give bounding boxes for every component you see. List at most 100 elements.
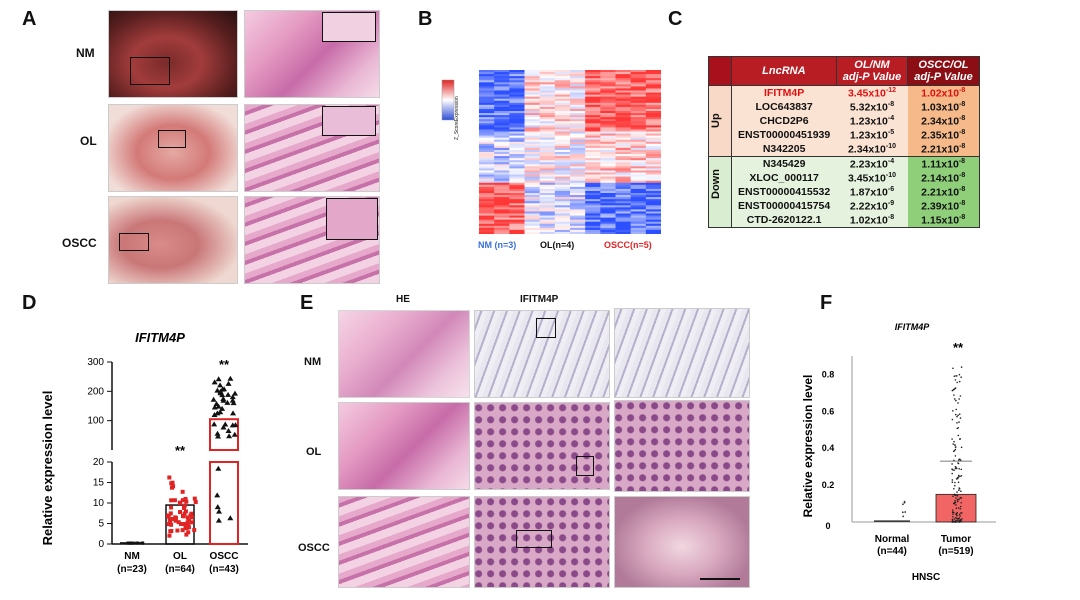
heatmap-cell bbox=[630, 94, 647, 97]
ol-nm-pvalue: 3.45x10-10 bbox=[836, 171, 908, 185]
heatmap-cell bbox=[600, 86, 616, 89]
ol-nm-pvalue: 1.23x10-5 bbox=[836, 128, 908, 142]
chart-d-point-ol bbox=[168, 511, 173, 516]
heatmap-cell bbox=[615, 193, 631, 196]
e-oscc-he-image bbox=[338, 496, 470, 588]
heatmap-cell bbox=[539, 86, 556, 89]
chart-f-point-tumor bbox=[958, 513, 961, 516]
heatmap-cell bbox=[600, 127, 616, 130]
heatmap-cell bbox=[509, 129, 525, 132]
heatmap-cell bbox=[539, 76, 556, 79]
heatmap-cell bbox=[509, 86, 525, 89]
heatmap-cell bbox=[509, 133, 525, 136]
chart-f-point-tumor bbox=[953, 487, 955, 490]
heatmap-cell bbox=[570, 166, 586, 169]
heatmap-cell bbox=[524, 113, 540, 116]
oscc-photo-roi-box bbox=[119, 233, 149, 251]
chart-f-point-tumor bbox=[960, 376, 962, 378]
chart-d-ytick-label: 200 bbox=[87, 386, 104, 397]
heatmap-cell bbox=[645, 94, 661, 97]
heatmap-cell bbox=[509, 188, 525, 192]
oscc-ol-pvalue: 2.14x10-8 bbox=[907, 171, 980, 185]
header-corner-cell bbox=[708, 56, 732, 86]
heatmap-cell bbox=[615, 211, 631, 214]
chart-f-point-tumor bbox=[960, 366, 963, 368]
table-row: ENST00000451939 1.23x10-5 2.35x10-8 bbox=[709, 128, 980, 142]
chart-d-point-ol bbox=[180, 528, 185, 533]
chart-f-xlabel: HNSC bbox=[912, 572, 940, 583]
heatmap-cell bbox=[524, 129, 540, 132]
heatmap-cell bbox=[554, 182, 571, 186]
chart-d-point-ol bbox=[184, 532, 189, 537]
heatmap-cell bbox=[570, 154, 586, 157]
heatmap-cell bbox=[479, 78, 495, 81]
heatmap-cell bbox=[509, 215, 525, 218]
chart-f-point-tumor bbox=[951, 518, 954, 521]
chart-d-point-ol bbox=[186, 530, 191, 535]
heatmap-cell bbox=[570, 121, 586, 124]
heatmap-cell bbox=[509, 119, 525, 122]
heatmap-cell bbox=[630, 170, 647, 173]
heatmap-cell bbox=[630, 207, 647, 210]
chart-f-point-tumor bbox=[957, 474, 960, 477]
heatmap-cell bbox=[615, 143, 631, 147]
heatmap-cell bbox=[494, 182, 510, 186]
heatmap-cell bbox=[494, 190, 510, 194]
heatmap-cell bbox=[494, 211, 510, 214]
heatmap-cell bbox=[554, 108, 571, 112]
heatmap-cell bbox=[570, 219, 586, 222]
heatmap-cell bbox=[585, 80, 601, 83]
heatmap-cell bbox=[494, 100, 510, 104]
ol-nm-pvalue: 2.23x10-4 bbox=[836, 156, 908, 171]
heatmap-cell bbox=[479, 80, 495, 83]
heatmap-cell bbox=[645, 96, 661, 99]
heatmap-cell bbox=[524, 102, 540, 106]
heatmap-cell bbox=[585, 172, 601, 175]
heatmap-cell bbox=[524, 211, 540, 214]
chart-f-ytick-label: 0.8 bbox=[822, 369, 835, 379]
heatmap-cell bbox=[494, 94, 510, 97]
heatmap-cell bbox=[630, 195, 647, 198]
heatmap-cell bbox=[600, 115, 616, 118]
heatmap-cell bbox=[494, 108, 510, 112]
heatmap-cell bbox=[630, 131, 647, 134]
heatmap-cell bbox=[600, 106, 616, 110]
heatmap-cell bbox=[539, 141, 556, 145]
heatmap-cell bbox=[630, 197, 647, 200]
oscc-clinical-photo bbox=[108, 196, 238, 284]
heatmap-cell bbox=[585, 82, 601, 85]
heatmap-cell bbox=[645, 84, 661, 87]
heatmap-cell bbox=[479, 180, 495, 184]
heatmap-cell bbox=[524, 115, 540, 118]
chart-d-point-ol bbox=[186, 525, 191, 530]
heatmap-cell bbox=[570, 160, 586, 163]
chart-f-point-tumor bbox=[954, 481, 956, 484]
heatmap-cell bbox=[479, 207, 495, 210]
heatmap-cell bbox=[630, 74, 647, 77]
heatmap-cell bbox=[600, 174, 616, 177]
heatmap-cell bbox=[570, 139, 586, 143]
heatmap-cell bbox=[600, 160, 616, 163]
chart-d-ytick-label: 100 bbox=[87, 416, 104, 427]
heatmap-cell bbox=[585, 164, 601, 167]
heatmap-cell bbox=[524, 231, 540, 234]
heatmap-cell bbox=[524, 158, 540, 161]
heatmap-cell bbox=[645, 149, 661, 153]
heatmap-cell bbox=[585, 213, 601, 216]
heatmap-cell bbox=[539, 219, 556, 222]
heatmap-cell bbox=[494, 135, 510, 138]
heatmap-cell bbox=[630, 88, 647, 91]
heatmap-cell bbox=[630, 217, 647, 220]
heatmap-cell bbox=[509, 211, 525, 214]
group-down: Down bbox=[708, 156, 732, 228]
heatmap-cell bbox=[494, 176, 510, 179]
heatmap-cell bbox=[494, 199, 510, 202]
heatmap-cell bbox=[494, 90, 510, 93]
chart-f-point-tumor bbox=[958, 398, 960, 400]
heatmap-cell bbox=[494, 201, 510, 204]
heatmap-cell bbox=[494, 217, 510, 220]
heatmap-cell bbox=[645, 168, 661, 171]
heatmap-cell bbox=[554, 205, 571, 208]
heatmap-cell bbox=[600, 227, 616, 231]
heatmap-cell bbox=[539, 205, 556, 208]
